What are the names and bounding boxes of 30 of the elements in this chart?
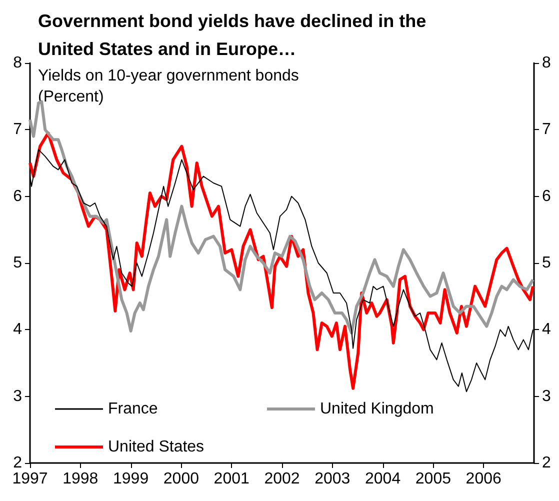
y-tick-label: 5 [13,254,22,272]
y2-tick-label: 6 [542,188,551,205]
y-tick-label: 6 [13,188,22,205]
y2-tick-label: 7 [542,121,551,138]
legend-label: France [108,400,158,418]
y2-tick-label: 8 [542,54,551,72]
x-tick-label: 2003 [314,470,350,488]
annotation: Yields on 10-year government bonds [38,68,299,84]
x-tick-label: 2001 [214,470,250,488]
x-tick-label: 1997 [12,470,48,488]
y-tick-label: 4 [13,321,22,338]
y-tick-label: 3 [13,388,22,405]
x-tick-label: 2004 [365,470,401,488]
x-tick-label: 2000 [163,470,200,488]
x-tick-label: 1999 [113,470,149,488]
y2-tick-label: 2 [542,454,551,472]
y-tick-label: 2 [13,454,22,472]
y-tick-label: 8 [13,54,22,72]
y2-tick-label: 4 [542,321,551,338]
annotation: (Percent) [38,88,104,106]
y-tick-label: 7 [13,121,22,138]
y2-tick-label: 5 [542,254,551,272]
x-tick-label: 2005 [415,470,452,488]
legend-label: United States [108,438,204,456]
chart-title: Government bond yields have declined in the United States and in Europe… [38,11,432,59]
y2-tick-label: 3 [542,388,551,405]
legend-label: United Kingdom [320,400,434,418]
x-tick-label: 2002 [264,470,300,488]
x-tick-label: 2006 [466,470,502,488]
x-tick-label: 1998 [62,470,98,488]
